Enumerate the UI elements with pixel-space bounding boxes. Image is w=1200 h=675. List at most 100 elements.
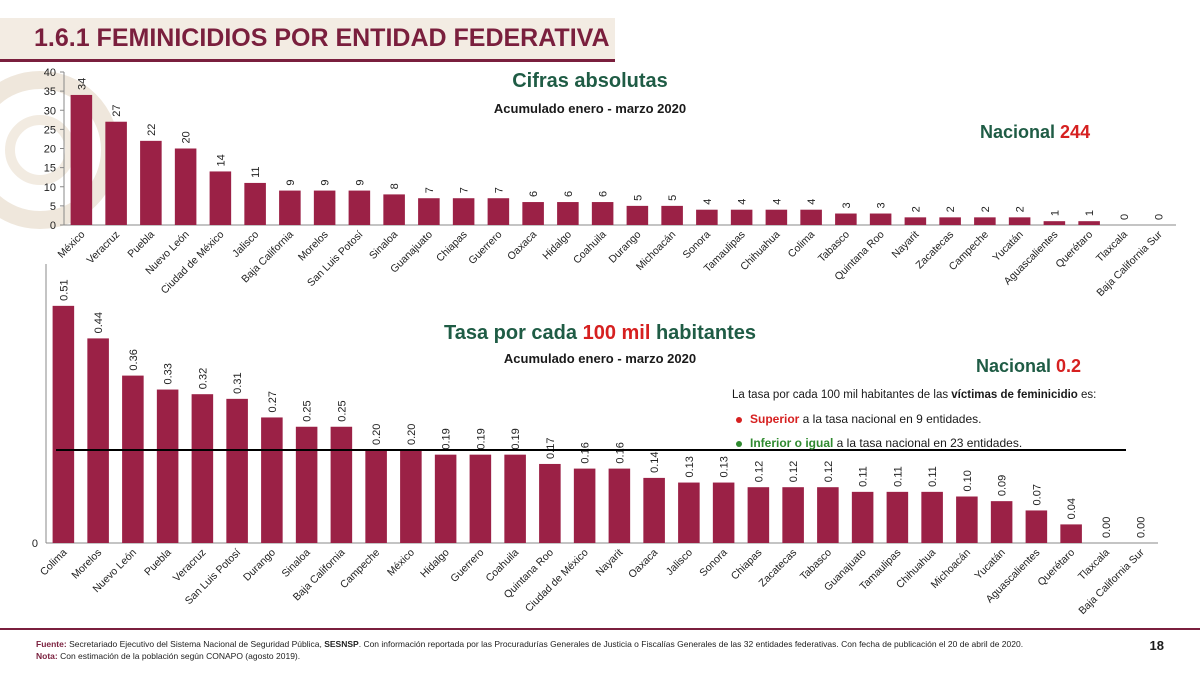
data-label: 0.10 (962, 470, 974, 491)
data-label: 0.14 (649, 451, 661, 472)
bar (696, 209, 718, 225)
bar (487, 198, 510, 225)
data-label: 0.13 (719, 456, 731, 477)
data-label: 0.13 (684, 456, 696, 477)
bar (452, 198, 475, 225)
data-label: 2 (910, 206, 922, 212)
y-tick-label: 5 (50, 201, 56, 213)
note-inferior-row: Inferior o igual a la tasa nacional en 2… (732, 436, 1172, 450)
data-label: 0.16 (614, 442, 626, 463)
bottom-chart-heading: Tasa por cada 100 mil habitantes (360, 322, 840, 345)
category-label: Ciudad de México (523, 547, 591, 615)
bar (504, 454, 526, 543)
category-label: Durango (241, 547, 278, 584)
footer-note-text: Con estimación de la población según CON… (57, 651, 301, 661)
bar (70, 94, 93, 225)
bar (730, 209, 753, 225)
data-label: 0.11 (892, 466, 904, 487)
bar (348, 190, 371, 225)
category-label: Colima (38, 547, 70, 579)
note-intro-a: La tasa por cada 100 mil habitantes de l… (732, 389, 952, 401)
data-label: 8 (389, 183, 401, 189)
note-superior-text: a la tasa nacional en 9 entidades. (799, 412, 982, 426)
footer-source: Fuente: Secretariado Ejecutivo del Siste… (36, 639, 1023, 649)
data-label: 2 (980, 206, 992, 212)
data-label: 9 (285, 179, 297, 185)
red-bullet-icon (736, 417, 742, 423)
bar (800, 209, 822, 225)
data-label: 0.44 (93, 312, 105, 333)
bar (782, 487, 804, 543)
bar (1060, 524, 1082, 543)
data-label: 0 (1154, 214, 1166, 220)
data-label: 2 (1015, 206, 1027, 212)
category-label: Baja California Sur (1076, 546, 1147, 617)
footer-source-text-a: Secretariado Ejecutivo del Sistema Nacio… (66, 639, 325, 649)
data-label: 20 (181, 131, 193, 143)
data-label: 0.12 (788, 461, 800, 482)
data-label: 0.00 (1136, 517, 1148, 538)
data-label: 0.51 (58, 279, 70, 300)
bar (261, 417, 283, 543)
category-label: Zacatecas (756, 547, 799, 590)
bar (418, 198, 440, 225)
page-number: 18 (1149, 638, 1164, 653)
bar (330, 426, 353, 543)
bar (522, 202, 544, 225)
category-label: Guerrero (448, 547, 486, 585)
footer-note: Nota: Con estimación de la población seg… (36, 651, 300, 661)
data-label: 34 (76, 78, 88, 90)
bar (469, 454, 492, 543)
bar (956, 496, 978, 543)
category-label: Nayarit (593, 547, 625, 579)
bar (939, 217, 961, 225)
y-tick-label: 40 (44, 67, 56, 79)
bar (608, 468, 631, 543)
top-chart-heading: Cifras absolutas (512, 70, 668, 92)
footer-note-label: Nota: (36, 651, 58, 661)
data-label: 0.19 (441, 428, 453, 449)
y-tick-label: 0 (50, 220, 56, 232)
data-label: 6 (598, 191, 610, 197)
page-title-bar: 1.6.1 FEMINICIDIOS POR ENTIDAD FEDERATIV… (0, 18, 615, 62)
bottom-chart-subtitle: Acumulado enero - marzo 2020 (503, 351, 697, 366)
bar (557, 202, 579, 225)
footer-source-label: Fuente: (36, 639, 67, 649)
bar (921, 491, 943, 543)
data-label: 3 (841, 202, 853, 208)
data-label: 0.12 (753, 461, 765, 482)
note-superior-label: Superior (750, 412, 800, 426)
bottom-heading-part-a: Tasa por cada (444, 322, 583, 344)
data-label: 0.12 (823, 461, 835, 482)
category-label: Hidalgo (418, 547, 452, 581)
data-label: 0.16 (580, 442, 592, 463)
data-label: 0.20 (406, 424, 418, 445)
data-label: 0 (1119, 214, 1131, 220)
bar (365, 450, 387, 543)
bar (52, 305, 75, 543)
footer-source-text-c: . Con información reportada por las Proc… (358, 639, 1024, 649)
bar (591, 202, 614, 225)
category-label: Puebla (142, 547, 174, 579)
data-label: 0.17 (545, 438, 557, 459)
data-label: 9 (354, 179, 366, 185)
y-tick-label: 15 (44, 163, 56, 175)
bar (105, 121, 127, 225)
bar (1008, 217, 1031, 225)
note-intro-c: es: (1077, 389, 1097, 401)
bar (191, 394, 214, 543)
note-inferior-text: a la tasa nacional en 23 entidades. (833, 436, 1023, 450)
data-label: 5 (632, 195, 644, 201)
bar (1043, 221, 1066, 225)
bottom-heading-part-c: habitantes (650, 322, 756, 344)
bar (869, 213, 892, 225)
category-label: Jalisco (664, 547, 695, 578)
data-label: 1 (1049, 210, 1061, 216)
data-label: 22 (146, 124, 158, 136)
category-label: México (385, 547, 417, 579)
footer: Fuente: Secretariado Ejecutivo del Siste… (0, 628, 1200, 675)
category-label: Morelos (69, 547, 104, 582)
data-label: 7 (459, 187, 471, 193)
category-label: Sinaloa (279, 547, 312, 580)
data-label: 5 (667, 195, 679, 201)
